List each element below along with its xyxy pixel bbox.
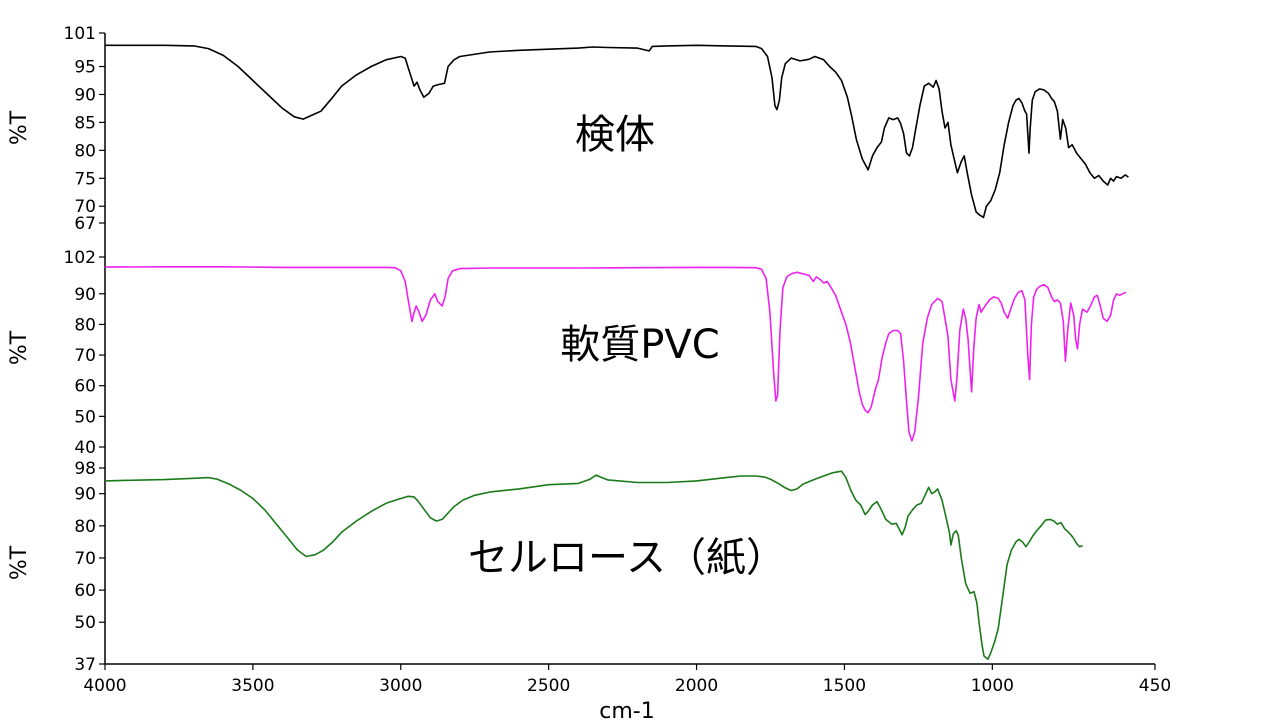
panel-2-y-tick-label: 70 [74, 346, 96, 366]
x-tick-label: 1000 [971, 676, 1014, 696]
x-tick-label: 2500 [527, 676, 570, 696]
x-tick-label: 2000 [675, 676, 718, 696]
panel-1-y-tick-label: 67 [74, 214, 96, 234]
panel-1-y-tick-label: 75 [74, 169, 96, 189]
panel-2-y-tick-label: 60 [74, 377, 96, 397]
panel-2-y-tick-label: 40 [74, 438, 96, 458]
panel-2-y-tick-label: 50 [74, 407, 96, 427]
panel-3-y-tick-label: 37 [74, 655, 96, 675]
panel-3-spectrum-line [104, 470, 1083, 660]
panel-2-y-tick-label: 80 [74, 315, 96, 335]
panel-1-spectrum-line [105, 44, 1129, 219]
panel-3-y-tick-label: 80 [74, 517, 96, 537]
x-tick-label: 3000 [379, 676, 422, 696]
x-tick-label: 450 [1139, 676, 1171, 696]
panel-3-y-tick-label: 90 [74, 485, 96, 505]
x-axis-title: cm-1 [599, 699, 654, 724]
panel-3-y-tick-label: 50 [74, 613, 96, 633]
panel-2-y-tick-label: 90 [74, 285, 96, 305]
panel-3-series-label: セルロース（紙） [468, 535, 786, 581]
panel-1-y-tick-label: 90 [74, 85, 96, 105]
panel-1-y-tick-label: 80 [74, 141, 96, 161]
panel-1-y-tick-label: 95 [74, 58, 96, 78]
panel-1-y-axis-title: %T [7, 110, 32, 145]
panel-3-y-axis-title: %T [7, 545, 32, 580]
panel-1-series-label: 検体 [575, 112, 655, 158]
panel-2-y-tick-label: 102 [64, 248, 96, 268]
panel-2-y-axis-title: %T [7, 330, 32, 365]
panel-1-y-tick-label: 85 [74, 113, 96, 133]
panel-1-y-tick-label: 101 [64, 24, 96, 44]
panel-3-y-tick-label: 70 [74, 549, 96, 569]
panel-3-y-tick-label: 60 [74, 581, 96, 601]
x-tick-label: 4000 [83, 676, 126, 696]
panel-2-series-label: 軟質PVC [560, 322, 719, 368]
panel-2-spectrum-line [104, 266, 1127, 442]
x-tick-label: 1500 [823, 676, 866, 696]
panel-1-y-tick-label: 70 [74, 197, 96, 217]
x-tick-label: 3500 [231, 676, 274, 696]
panel-3-y-tick-label: 98 [74, 459, 96, 479]
